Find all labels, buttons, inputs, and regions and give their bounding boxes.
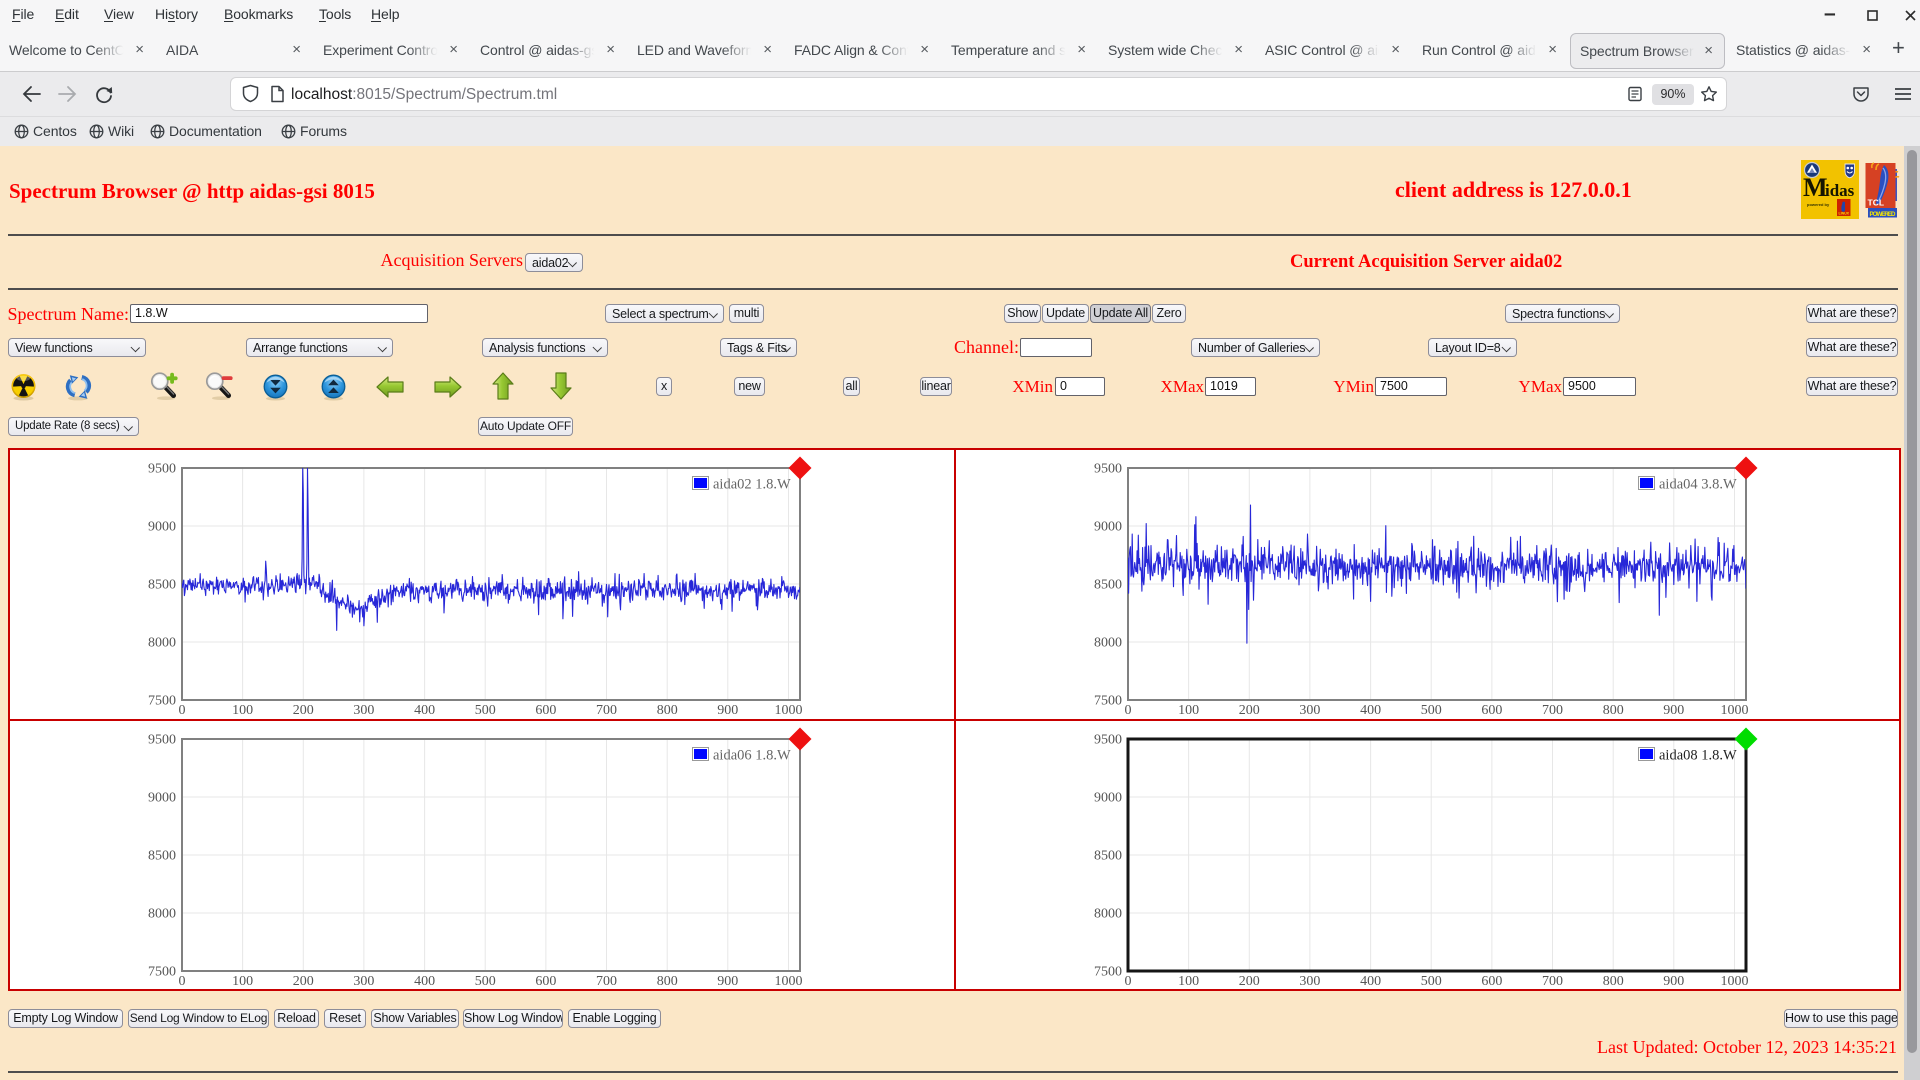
svg-text:500: 500 (475, 703, 496, 718)
svg-text:800: 800 (657, 974, 678, 989)
svg-text:aida04 3.8.W: aida04 3.8.W (1659, 477, 1737, 493)
svg-text:aida06 1.8.W: aida06 1.8.W (713, 748, 791, 764)
svg-text:0: 0 (179, 974, 186, 989)
svg-text:0: 0 (1125, 974, 1132, 989)
svg-text:aida08 1.8.W: aida08 1.8.W (1659, 748, 1737, 764)
svg-text:500: 500 (1421, 703, 1442, 718)
svg-text:8500: 8500 (1094, 849, 1122, 864)
svg-text:600: 600 (535, 703, 556, 718)
svg-text:idas: idas (1825, 181, 1855, 200)
svg-text:8500: 8500 (148, 849, 176, 864)
svg-text:9000: 9000 (1094, 791, 1122, 806)
svg-text:500: 500 (1421, 974, 1442, 989)
svg-text:900: 900 (1663, 974, 1684, 989)
svg-text:600: 600 (1481, 974, 1502, 989)
svg-text:700: 700 (1542, 703, 1563, 718)
svg-text:500: 500 (475, 974, 496, 989)
svg-text:aida02 1.8.W: aida02 1.8.W (713, 477, 791, 493)
svg-text:400: 400 (414, 974, 435, 989)
svg-text:200: 200 (1239, 703, 1260, 718)
svg-text:400: 400 (1360, 974, 1381, 989)
svg-text:900: 900 (717, 703, 738, 718)
svg-text:800: 800 (657, 703, 678, 718)
svg-text:8500: 8500 (148, 578, 176, 593)
svg-text:700: 700 (1542, 974, 1563, 989)
svg-text:POWERED: POWERED (1870, 211, 1897, 218)
svg-text:7500: 7500 (148, 694, 176, 709)
svg-text:100: 100 (232, 703, 253, 718)
svg-text:8000: 8000 (148, 636, 176, 651)
svg-text:700: 700 (596, 974, 617, 989)
svg-text:1000: 1000 (775, 703, 803, 718)
svg-text:0: 0 (1125, 703, 1132, 718)
svg-text:7500: 7500 (148, 965, 176, 980)
svg-text:800: 800 (1603, 974, 1624, 989)
svg-text:LINUX: LINUX (1839, 212, 1850, 216)
svg-text:1000: 1000 (1721, 974, 1749, 989)
svg-text:600: 600 (1481, 703, 1502, 718)
svg-text:400: 400 (414, 703, 435, 718)
svg-text:1000: 1000 (775, 974, 803, 989)
svg-text:8000: 8000 (1094, 636, 1122, 651)
svg-text:100: 100 (1178, 703, 1199, 718)
svg-text:900: 900 (717, 974, 738, 989)
svg-text:100: 100 (1178, 974, 1199, 989)
svg-text:powered by: powered by (1807, 202, 1830, 207)
svg-text:9000: 9000 (148, 791, 176, 806)
svg-text:1000: 1000 (1721, 703, 1749, 718)
svg-text:800: 800 (1603, 703, 1624, 718)
svg-text:9000: 9000 (1094, 520, 1122, 535)
svg-text:M: M (1803, 173, 1828, 202)
svg-text:9500: 9500 (148, 462, 176, 477)
svg-text:300: 300 (353, 974, 374, 989)
svg-text:600: 600 (535, 974, 556, 989)
svg-text:8000: 8000 (148, 907, 176, 922)
svg-text:300: 300 (353, 703, 374, 718)
svg-text:0: 0 (179, 703, 186, 718)
svg-text:9000: 9000 (148, 520, 176, 535)
svg-text:200: 200 (293, 703, 314, 718)
svg-text:200: 200 (293, 974, 314, 989)
svg-text:400: 400 (1360, 703, 1381, 718)
svg-text:200: 200 (1239, 974, 1260, 989)
svg-text:9500: 9500 (1094, 462, 1122, 477)
svg-text:9500: 9500 (148, 733, 176, 748)
svg-text:300: 300 (1299, 703, 1320, 718)
svg-text:700: 700 (596, 703, 617, 718)
svg-text:8500: 8500 (1094, 578, 1122, 593)
svg-text:100: 100 (232, 974, 253, 989)
svg-text:900: 900 (1663, 703, 1684, 718)
svg-text:9500: 9500 (1094, 733, 1122, 748)
svg-text:7500: 7500 (1094, 694, 1122, 709)
svg-text:7500: 7500 (1094, 965, 1122, 980)
svg-text:300: 300 (1299, 974, 1320, 989)
svg-text:8000: 8000 (1094, 907, 1122, 922)
svg-text:TCL: TCL (1868, 198, 1885, 208)
